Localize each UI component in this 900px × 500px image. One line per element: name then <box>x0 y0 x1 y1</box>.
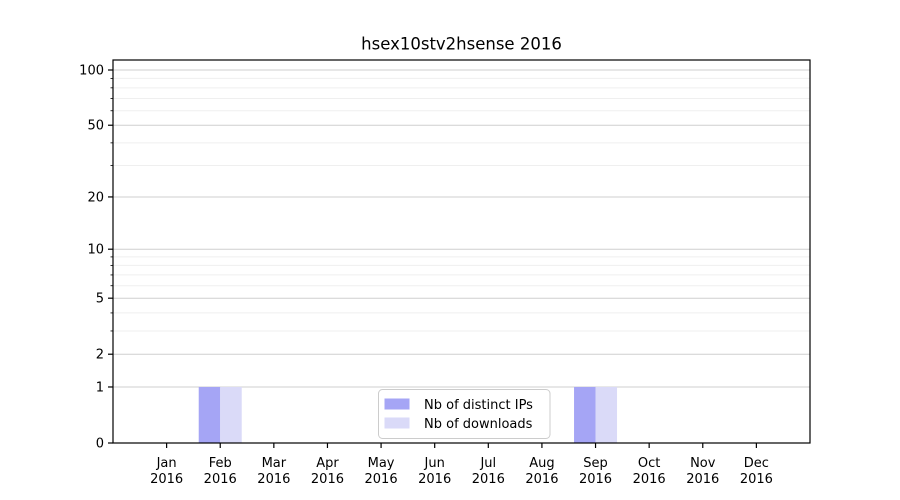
plot-border <box>112 59 811 444</box>
x-tick-year-oct: 2016 <box>633 472 666 487</box>
x-tick-year-aug: 2016 <box>525 472 558 487</box>
x-tick-year-nov: 2016 <box>686 472 719 487</box>
x-tick-year-dec: 2016 <box>740 472 773 487</box>
x-tick-label-jan: Jan <box>156 456 177 471</box>
y-tick-label-20: 20 <box>87 190 104 205</box>
y-tick-label-5: 5 <box>96 292 104 307</box>
bar-nb-of-distinct-ips-feb <box>198 386 221 443</box>
x-tick-label-may: May <box>368 456 395 471</box>
y-tick-label-50: 50 <box>87 119 104 134</box>
bar-nb-of-downloads-sep <box>595 386 618 443</box>
x-tick-year-mar: 2016 <box>257 472 290 487</box>
legend-swatch-nb-of-distinct-ips <box>384 398 410 410</box>
legend-box <box>378 389 551 439</box>
y-tick-label-2: 2 <box>96 348 104 363</box>
legend-swatch-nb-of-downloads <box>384 417 410 429</box>
y-tick-label-0: 0 <box>96 437 104 452</box>
x-tick-label-oct: Oct <box>638 456 660 471</box>
x-tick-label-nov: Nov <box>690 456 716 471</box>
legend-label-nb-of-downloads: Nb of downloads <box>424 417 533 432</box>
x-tick-label-sep: Sep <box>583 456 608 471</box>
x-tick-year-jan: 2016 <box>150 472 183 487</box>
bar-nb-of-distinct-ips-sep <box>574 386 596 443</box>
x-tick-year-apr: 2016 <box>311 472 344 487</box>
x-tick-year-jul: 2016 <box>472 472 505 487</box>
x-tick-year-sep: 2016 <box>579 472 612 487</box>
x-tick-year-feb: 2016 <box>204 472 237 487</box>
x-tick-label-jun: Jun <box>424 456 445 471</box>
chart-title: hsex10stv2hsense 2016 <box>361 35 562 54</box>
x-tick-year-jun: 2016 <box>418 472 451 487</box>
grid-layer <box>113 69 810 388</box>
y-tick-label-10: 10 <box>87 243 104 258</box>
y-tick-label-1: 1 <box>96 380 104 395</box>
x-tick-label-apr: Apr <box>316 456 339 471</box>
x-tick-year-may: 2016 <box>365 472 398 487</box>
legend-label-nb-of-distinct-ips: Nb of distinct IPs <box>424 398 533 413</box>
x-tick-label-jul: Jul <box>479 456 496 471</box>
x-tick-label-feb: Feb <box>209 456 232 471</box>
y-tick-label-100: 100 <box>79 64 104 79</box>
axes-layer: 0125102050100Jan2016Feb2016Mar2016Apr201… <box>79 59 811 487</box>
legend: Nb of distinct IPs Nb of downloads <box>378 389 551 439</box>
x-tick-label-aug: Aug <box>529 456 554 471</box>
bars-layer <box>198 386 618 443</box>
x-tick-label-dec: Dec <box>744 456 769 471</box>
bar-nb-of-downloads-feb <box>220 386 242 443</box>
x-tick-label-mar: Mar <box>262 456 287 471</box>
